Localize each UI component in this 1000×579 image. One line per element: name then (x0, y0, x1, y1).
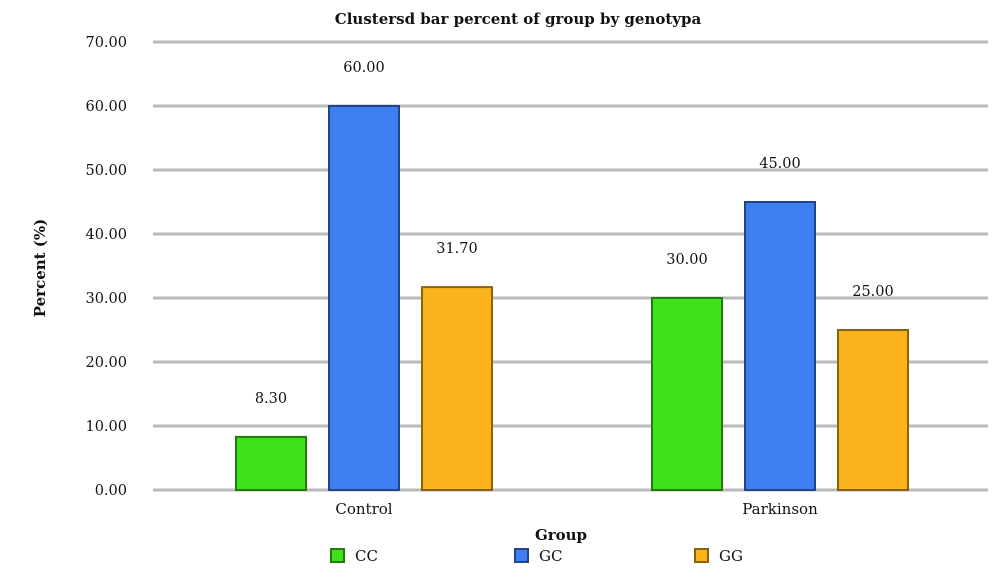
data-label: 25.00 (852, 284, 894, 300)
gridlines (153, 40, 988, 492)
x-tick-label: Control (335, 500, 392, 518)
chart-title: Clustersd bar percent of group by genoty… (335, 10, 702, 28)
y-tick-label: 30.00 (85, 291, 127, 307)
y-axis-label: Percent (%) (31, 219, 49, 318)
bar-gg-parkinson (837, 329, 909, 491)
legend-swatch-cc (330, 548, 345, 563)
legend: CC GC GG (330, 547, 743, 565)
y-tick-label: 70.00 (85, 35, 127, 51)
y-tick-label: 50.00 (85, 163, 127, 179)
data-label: 31.70 (436, 241, 478, 257)
y-tick-label: 0.00 (95, 483, 127, 499)
y-tick-label: 10.00 (85, 419, 127, 435)
bar-gg-control (421, 286, 493, 491)
legend-label: GC (539, 547, 562, 565)
y-tick-label: 60.00 (85, 99, 127, 115)
bars (235, 105, 909, 492)
data-label: 60.00 (343, 60, 385, 76)
data-label: 8.30 (255, 391, 287, 407)
x-tick-labels: Control Parkinson (335, 500, 818, 518)
legend-swatch-gg (694, 548, 709, 563)
data-label: 45.00 (759, 156, 801, 172)
x-axis-label: Group (535, 526, 587, 544)
x-tick-label: Parkinson (742, 500, 818, 518)
bar-gc-parkinson (744, 201, 816, 491)
legend-label: CC (355, 547, 378, 565)
bar-gc-control (328, 105, 400, 491)
bar-cc-parkinson (651, 297, 723, 491)
data-labels: 8.30 30.00 60.00 45.00 31.70 25.00 (255, 60, 894, 407)
y-tick-labels: 0.00 10.00 20.00 30.00 40.00 50.00 60.00 70.00 (85, 35, 127, 499)
y-tick-label: 20.00 (85, 355, 127, 371)
bar-cc-control (235, 435, 307, 492)
y-tick-label: 40.00 (85, 227, 127, 243)
legend-swatch-gc (514, 548, 529, 563)
data-label: 30.00 (666, 252, 708, 268)
legend-label: GG (719, 547, 743, 565)
